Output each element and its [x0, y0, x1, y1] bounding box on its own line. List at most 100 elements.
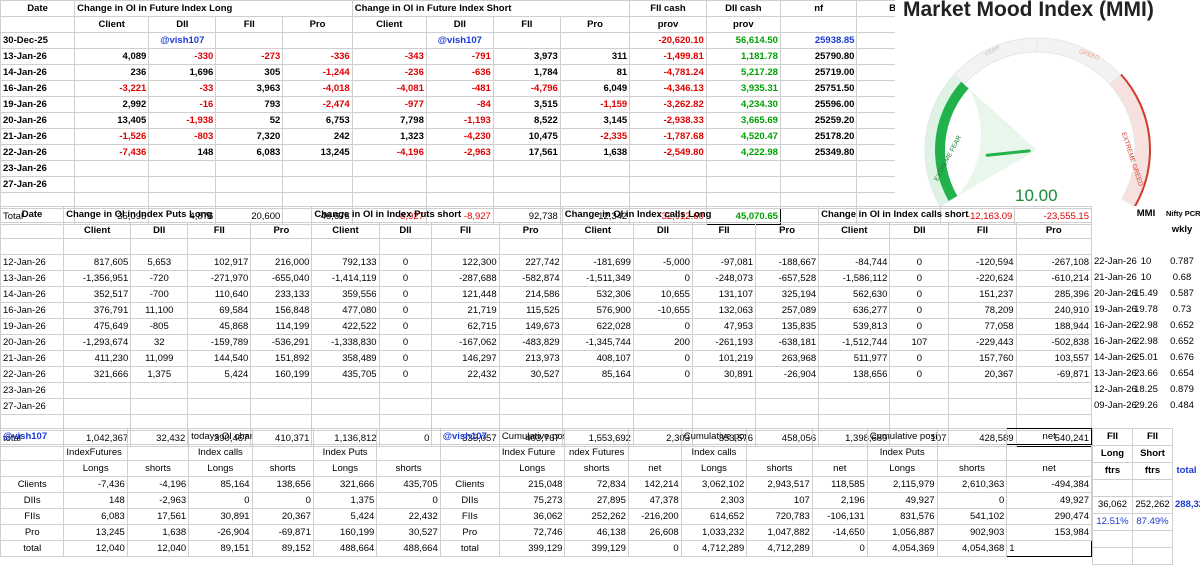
column-header: FII	[493, 17, 560, 33]
cell	[499, 383, 562, 399]
cell	[1007, 445, 1092, 461]
cell: 0.652	[1164, 318, 1200, 334]
cell: 22.98	[1128, 334, 1164, 350]
cell	[692, 399, 755, 415]
cell: 236	[75, 65, 149, 81]
cell	[1, 239, 64, 255]
cell: -188,667	[756, 255, 819, 271]
cell	[440, 445, 499, 461]
cell	[937, 429, 1007, 445]
mmi-value: 10.00	[1015, 186, 1058, 206]
cell: 0	[890, 351, 949, 367]
cell	[149, 161, 216, 177]
cell: 8,522	[493, 113, 560, 129]
column-header: net	[628, 461, 681, 477]
cell: -720	[131, 271, 188, 287]
cell: -700	[131, 287, 188, 303]
cell: 0	[812, 541, 867, 557]
cell: -1,511,349	[562, 271, 633, 287]
cell: 12,040	[64, 541, 127, 557]
cell: 0	[379, 367, 432, 383]
cell	[75, 161, 149, 177]
cell: -1,512,744	[819, 335, 890, 351]
cell: 305	[216, 65, 283, 81]
cell: -14,650	[812, 525, 867, 541]
cell: -1,938	[149, 113, 216, 129]
cell	[812, 445, 867, 461]
cell: 4,222.98	[706, 145, 780, 161]
cell	[706, 161, 780, 177]
cell: 101,219	[692, 351, 755, 367]
cell	[1093, 480, 1133, 497]
column-header: Client	[64, 223, 131, 239]
cell	[352, 177, 426, 193]
cell	[1093, 531, 1133, 548]
cell: 0	[379, 335, 432, 351]
cell: -330	[149, 49, 216, 65]
column-header: FII	[692, 223, 755, 239]
cell	[377, 445, 440, 461]
cell: 0	[379, 351, 432, 367]
wkly-label: wkly	[1164, 222, 1200, 238]
cell	[499, 239, 562, 255]
cell	[251, 399, 312, 415]
cell	[312, 239, 379, 255]
cell: 0.73	[1164, 302, 1200, 318]
cell: -159,789	[188, 335, 251, 351]
cell: 0	[628, 541, 681, 557]
cell: -236	[352, 65, 426, 81]
cell	[560, 33, 629, 49]
row-label: Clients	[440, 477, 499, 493]
cell: 3,062,102	[681, 477, 747, 493]
cell: -1,193	[426, 113, 493, 129]
cell: 14-Jan-26	[1092, 350, 1128, 366]
cell: -271,970	[188, 271, 251, 287]
cell: 4,712,289	[747, 541, 813, 557]
cell: -33	[149, 81, 216, 97]
cell: 20-Jan-26	[1092, 286, 1128, 302]
column-header: shorts	[565, 461, 628, 477]
column-header: DII	[149, 17, 216, 33]
column-header: prov	[630, 17, 707, 33]
cell	[1092, 222, 1128, 238]
cell: -26,904	[756, 367, 819, 383]
cell: 47,378	[628, 493, 681, 509]
cell: 240,910	[1016, 303, 1091, 319]
cell: Cumulative positions	[499, 429, 565, 445]
cell: 49,927	[867, 493, 937, 509]
cell: 622,028	[562, 319, 633, 335]
cell: 0.654	[1164, 366, 1200, 382]
date-cell: 21-Jan-26	[1, 351, 64, 367]
cell	[127, 429, 188, 445]
cell: net	[1007, 429, 1092, 445]
cell: -502,838	[1016, 335, 1091, 351]
cell: 25719.00	[780, 65, 857, 81]
cell	[64, 429, 127, 445]
cell: 25.01	[1128, 350, 1164, 366]
cell: 252,262	[1133, 497, 1173, 514]
cell: 89,152	[252, 541, 313, 557]
cell: -803	[149, 129, 216, 145]
cell	[692, 239, 755, 255]
cell: -4,081	[352, 81, 426, 97]
cell: 325,194	[756, 287, 819, 303]
group-header: Change in OI in Index calls Long	[562, 207, 818, 223]
cell: 12.51%	[1093, 514, 1133, 531]
date-cell: 13-Jan-26	[1, 271, 64, 287]
cell: 3,665.69	[706, 113, 780, 129]
cell: 817,605	[64, 255, 131, 271]
cell: 532,306	[562, 287, 633, 303]
column-header: Longs	[681, 461, 747, 477]
cell: 358,489	[312, 351, 379, 367]
cell: 1,047,882	[747, 525, 813, 541]
cell	[312, 399, 379, 415]
date-cell: 30-Dec-25	[1, 33, 75, 49]
cell: -261,193	[692, 335, 755, 351]
cell	[283, 177, 352, 193]
